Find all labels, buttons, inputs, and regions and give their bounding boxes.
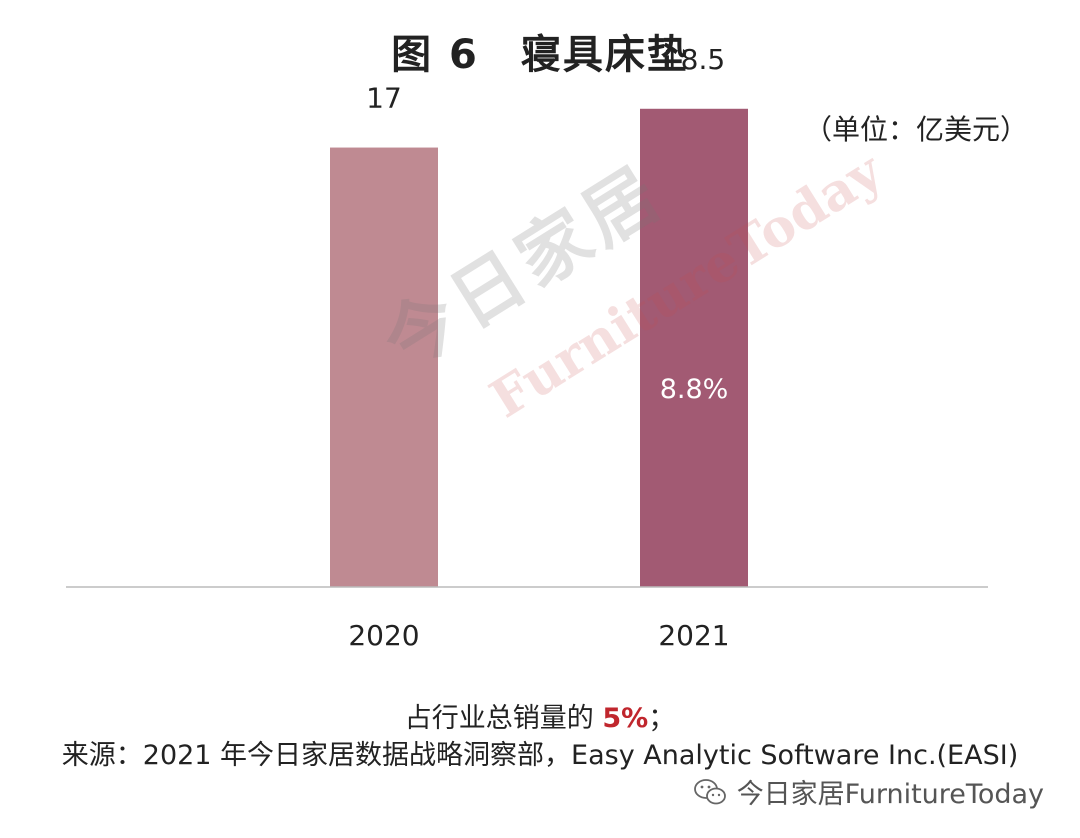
value-label-2021: 18.5 bbox=[663, 43, 725, 76]
share-note-prefix: 占行业总销量的 bbox=[404, 703, 603, 734]
brand-signature: 今日家居FurnitureToday bbox=[693, 772, 1044, 811]
value-label-2020: 17 bbox=[366, 82, 402, 115]
share-note-suffix: ； bbox=[648, 703, 676, 734]
share-note-highlight: 5% bbox=[602, 703, 649, 734]
x-tick-2020: 2020 bbox=[348, 619, 419, 652]
wechat-icon bbox=[693, 778, 726, 804]
source-note: 来源：2021 年今日家居数据战略洞察部，Easy Analytic Softw… bbox=[61, 740, 1019, 771]
x-tick-2021: 2021 bbox=[658, 619, 729, 652]
unit-label: （单位：亿美元） bbox=[803, 113, 1028, 146]
chart-title: 图 6 寝具床垫 bbox=[391, 32, 689, 78]
share-note: 占行业总销量的 5%； bbox=[0, 696, 1080, 735]
bar-chart: 17 2020 18.5 2021 8.8% bbox=[66, 43, 988, 652]
bar-2021 bbox=[640, 108, 748, 588]
brand-text: 今日家居FurnitureToday bbox=[736, 779, 1044, 810]
bar-2020 bbox=[330, 147, 438, 588]
growth-annotation: 8.8% bbox=[660, 374, 729, 405]
